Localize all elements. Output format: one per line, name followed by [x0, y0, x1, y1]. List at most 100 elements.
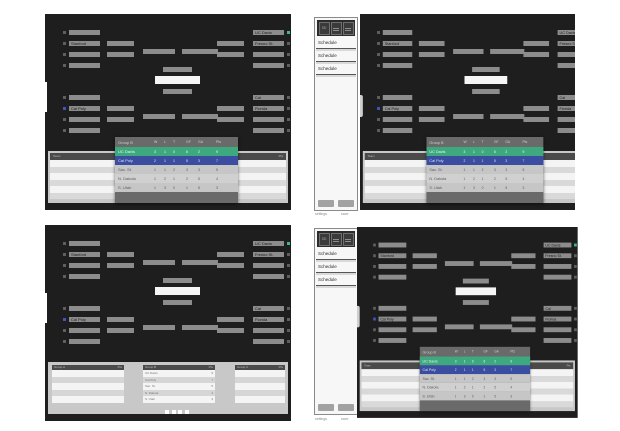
empty-team-slot[interactable]	[557, 63, 575, 68]
empty-team-slot[interactable]	[378, 305, 407, 311]
match-slot[interactable]	[107, 41, 134, 46]
team-slot[interactable]: Cal	[253, 95, 284, 100]
standings-row[interactable]: UC Davis 3 1 0 6 2 9	[115, 147, 238, 156]
team-slot[interactable]: Florida	[253, 317, 284, 322]
team-slot[interactable]: Stanford	[69, 252, 100, 257]
team-slot[interactable]: Cal	[543, 305, 572, 311]
match-slot[interactable]	[217, 252, 244, 257]
match-slot[interactable]	[182, 49, 218, 54]
empty-team-slot[interactable]	[543, 327, 572, 333]
champion-slot[interactable]	[464, 76, 508, 84]
group-row[interactable]	[52, 370, 124, 377]
team-slot[interactable]: Cal Poly	[69, 317, 100, 322]
empty-team-slot[interactable]	[378, 274, 407, 280]
finalist-slot[interactable]	[462, 278, 489, 284]
empty-team-slot[interactable]	[557, 117, 575, 122]
empty-team-slot[interactable]	[382, 95, 413, 100]
match-slot[interactable]	[217, 117, 244, 122]
team-slot[interactable]: Fresno St.	[253, 41, 284, 46]
schedule-item[interactable]: Schedule	[316, 262, 356, 273]
champion-slot[interactable]	[155, 76, 200, 84]
match-slot[interactable]	[107, 328, 134, 333]
empty-team-slot[interactable]	[382, 52, 413, 57]
team-slot[interactable]: UC Davis	[253, 30, 284, 35]
group-row[interactable]	[52, 376, 124, 383]
match-slot[interactable]	[444, 324, 474, 330]
match-slot[interactable]	[418, 106, 445, 111]
finalist-slot[interactable]	[163, 67, 192, 72]
team-slot[interactable]: Cal Poly	[378, 316, 407, 322]
group-row[interactable]	[235, 376, 285, 383]
standings-row[interactable]: Sac. St. 1 1 2 3 3 5	[419, 374, 531, 383]
finalist-slot[interactable]	[462, 300, 489, 305]
champion-slot[interactable]	[455, 287, 497, 296]
match-slot[interactable]	[511, 253, 536, 259]
standings-row[interactable]: S. Utah 1 3 0 1 5 3	[426, 183, 544, 192]
empty-team-slot[interactable]	[378, 242, 407, 248]
team-slot[interactable]: Fresno St.	[253, 252, 284, 257]
group-row[interactable]: Sac. St. 5	[143, 383, 215, 390]
sd-card-icon[interactable]: SD	[318, 232, 330, 246]
match-slot[interactable]	[217, 317, 244, 322]
match-slot[interactable]	[412, 316, 437, 322]
empty-team-slot[interactable]	[253, 328, 284, 333]
match-slot[interactable]	[412, 264, 437, 269]
match-slot[interactable]	[182, 260, 218, 265]
finalist-slot[interactable]	[163, 300, 192, 305]
standings-row[interactable]: N. Dakota 1 2 1 2 5 4	[115, 174, 238, 183]
team-slot[interactable]: UC Davis	[253, 241, 284, 246]
team-slot[interactable]: Florida	[543, 316, 572, 322]
empty-team-slot[interactable]	[382, 30, 413, 35]
match-slot[interactable]	[523, 106, 550, 111]
match-slot[interactable]	[143, 260, 175, 265]
empty-team-slot[interactable]	[69, 263, 100, 268]
match-slot[interactable]	[107, 263, 134, 268]
match-card-icon[interactable]	[330, 232, 342, 246]
empty-team-slot[interactable]	[543, 264, 572, 269]
schedule-item[interactable]: Schedule	[316, 64, 356, 75]
standings-row[interactable]: Cal Poly 2 1 1 5 3 7	[419, 365, 531, 375]
match-slot[interactable]	[511, 327, 536, 333]
empty-team-slot[interactable]	[69, 128, 100, 133]
standings-row[interactable]: Sac. St. 1 1 2 3 3 5	[426, 165, 544, 174]
match-slot[interactable]	[107, 317, 134, 322]
match-slot[interactable]	[217, 263, 244, 268]
team-slot[interactable]: Florida	[557, 106, 575, 111]
save-button[interactable]	[338, 404, 354, 411]
match-slot[interactable]	[143, 49, 175, 54]
champion-slot[interactable]	[155, 287, 200, 295]
page-dot[interactable]	[178, 410, 182, 414]
team-slot[interactable]: Stanford	[69, 41, 100, 46]
drawer-handle[interactable]	[360, 95, 363, 117]
page-dot[interactable]	[171, 410, 176, 414]
match-slot[interactable]	[182, 325, 218, 330]
match-slot[interactable]	[418, 52, 445, 57]
standings-row[interactable]: N. Dakota 1 2 1 2 5 4	[419, 382, 531, 392]
match-slot[interactable]	[412, 327, 437, 333]
group-row[interactable]	[235, 396, 285, 403]
team-slot[interactable]: Stanford	[378, 253, 407, 259]
match-card-icon[interactable]	[330, 21, 342, 35]
match-slot[interactable]	[523, 117, 550, 122]
drawer-handle[interactable]	[40, 82, 47, 112]
empty-team-slot[interactable]	[382, 63, 413, 68]
team-slot[interactable]: Fresno St.	[543, 253, 572, 259]
match-slot[interactable]	[107, 106, 134, 111]
finalist-slot[interactable]	[163, 89, 192, 94]
team-slot[interactable]: UC Davis	[543, 242, 572, 248]
standings-row[interactable]: Cal Poly 2 1 1 5 3 7	[426, 156, 544, 165]
empty-team-slot[interactable]	[378, 327, 407, 333]
match-card-icon[interactable]	[342, 232, 354, 246]
empty-team-slot[interactable]	[69, 117, 100, 122]
group-row[interactable]	[52, 396, 124, 403]
match-slot[interactable]	[453, 49, 484, 54]
team-slot[interactable]: Cal Poly	[382, 106, 413, 111]
schedule-item[interactable]: Schedule	[316, 275, 356, 286]
empty-team-slot[interactable]	[378, 264, 407, 269]
match-slot[interactable]	[182, 114, 218, 119]
match-slot[interactable]	[523, 41, 550, 46]
match-slot[interactable]	[523, 52, 550, 57]
match-slot[interactable]	[143, 325, 175, 330]
empty-team-slot[interactable]	[69, 328, 100, 333]
empty-team-slot[interactable]	[253, 274, 284, 279]
